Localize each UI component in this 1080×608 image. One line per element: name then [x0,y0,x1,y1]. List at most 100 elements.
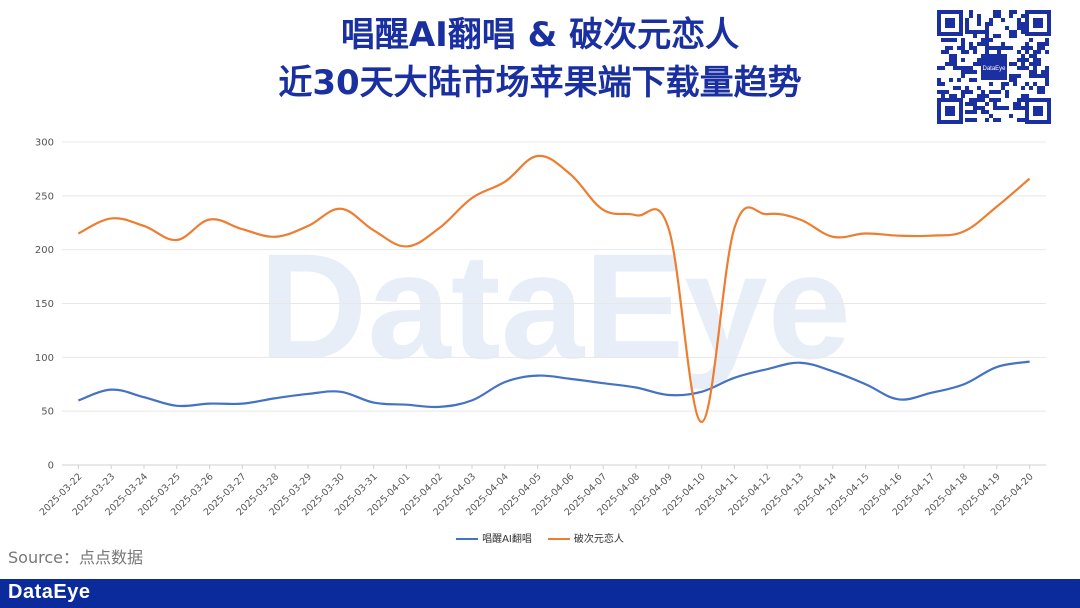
qr-module [969,42,973,46]
qr-module [1029,74,1033,78]
source-note: Source：点点数据 [8,548,143,567]
qr-module [1037,90,1041,94]
qr-module [965,86,969,90]
qr-module [965,66,969,70]
qr-module [1029,46,1033,50]
qr-module [1037,42,1041,46]
qr-module [969,46,973,50]
qr-module [1045,70,1049,74]
qr-module [1041,42,1045,46]
qr-finder-top-right [1025,10,1051,36]
qr-module [941,50,945,54]
legend-label: 唱醒AI翻唱 [482,534,532,545]
qr-module [973,110,977,114]
qr-module [969,98,973,102]
qr-module [973,70,977,74]
qr-module [1041,70,1045,74]
chart-title: 唱醒AI翻唱 & 破次元恋人 近30天大陆市场苹果端下载量趋势 [150,12,930,106]
qr-module [953,58,957,62]
qr-module [1033,74,1037,78]
qr-module [997,14,1001,18]
x-axis: 2025-03-222025-03-232025-03-242025-03-25… [38,465,1036,518]
qr-module [965,110,969,114]
qr-module [993,102,997,106]
qr-module [1021,46,1025,50]
qr-module [997,50,1001,54]
qr-module [969,10,973,14]
qr-module [1029,62,1033,66]
qr-module [1037,58,1041,62]
qr-module [997,106,1001,110]
qr-module [973,98,977,102]
qr-module [989,46,993,50]
y-tick-label: 0 [48,461,54,472]
qr-module [1037,50,1041,54]
qr-module [973,30,977,34]
qr-module [969,30,973,34]
qr-module [1005,94,1009,98]
qr-module [1041,90,1045,94]
qr-module [981,90,985,94]
qr-module [965,26,969,30]
qr-module [1021,98,1025,102]
qr-module [1021,118,1025,122]
qr-module [977,62,981,66]
qr-module [993,10,997,14]
qr-module [981,94,985,98]
qr-module [1001,86,1005,90]
qr-module [1025,50,1029,54]
qr-module [989,90,993,94]
qr-module [1013,102,1017,106]
qr-module [1017,26,1021,30]
qr-module [997,118,1001,122]
series-line-2 [77,154,1031,424]
qr-module [985,34,989,38]
qr-module [989,22,993,26]
footer-bar: DataEye [0,579,1080,608]
qr-module [945,90,949,94]
qr-module [985,102,989,106]
qr-module [1009,62,1013,66]
qr-module [985,30,989,34]
qr-module [969,78,973,82]
qr-module [953,62,957,66]
qr-module [1037,62,1041,66]
qr-module [977,22,981,26]
qr-module [949,58,953,62]
qr-module [1045,74,1049,78]
qr-module [985,94,989,98]
qr-module [1045,38,1049,42]
qr-module [977,106,981,110]
qr-module [1045,66,1049,70]
qr-module [965,30,969,34]
qr-module [1041,86,1045,90]
qr-module [981,30,985,34]
qr-module [1013,10,1017,14]
qr-module [961,50,965,54]
qr-module [965,118,969,122]
qr-module [981,110,985,114]
qr-module [977,42,981,46]
qr-module [1013,78,1017,82]
qr-module [961,42,965,46]
qr-module [1013,34,1017,38]
qr-finder-bottom-left [937,98,963,124]
qr-module [957,86,961,90]
qr-module [1009,114,1013,118]
qr-module [941,94,945,98]
qr-module [1021,54,1025,58]
qr-logo-box [981,54,1007,80]
qr-module [961,90,965,94]
qr-module [1017,18,1021,22]
qr-module [997,34,1001,38]
qr-module [1033,54,1037,58]
qr-module [973,50,977,54]
qr-module [993,98,997,102]
qr-module [989,98,993,102]
qr-module [973,34,977,38]
qr-module [1045,50,1049,54]
qr-module [949,62,953,66]
qr-module [1041,46,1045,50]
qr-module [953,86,957,90]
qr-module [1021,66,1025,70]
